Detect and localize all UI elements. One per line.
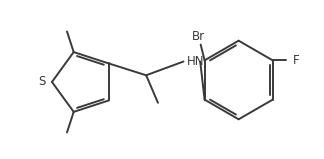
Text: F: F: [293, 54, 300, 67]
Text: HN: HN: [186, 55, 204, 68]
Text: S: S: [39, 76, 46, 88]
Text: Br: Br: [192, 30, 205, 43]
